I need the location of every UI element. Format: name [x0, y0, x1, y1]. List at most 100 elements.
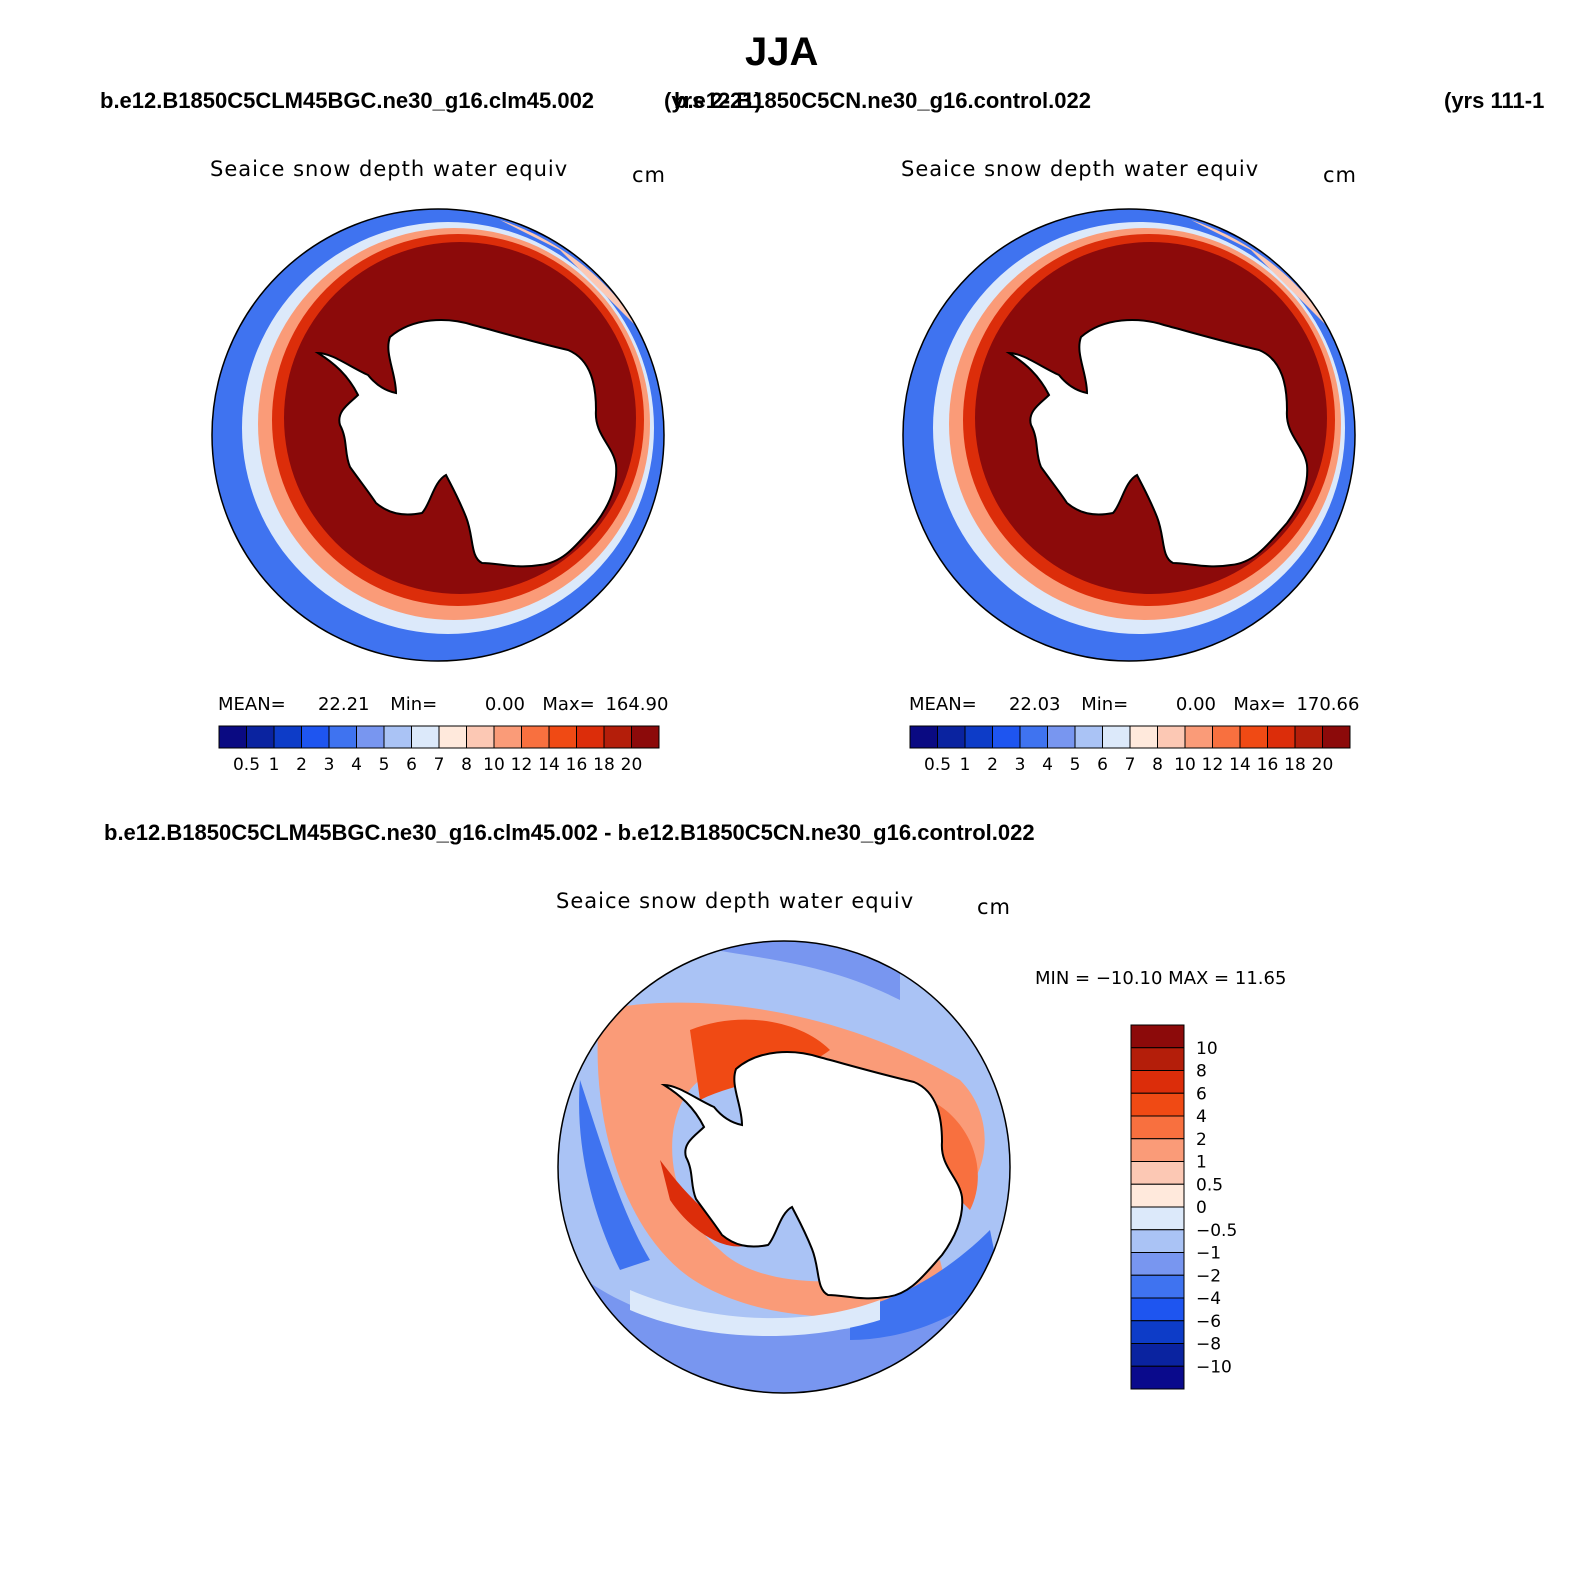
- panel3-colorbar-swatch: [1130, 1206, 1185, 1231]
- panel3-colorbar-tick-label: 4: [1196, 1107, 1207, 1127]
- panel1-max-label: Max=: [542, 694, 595, 715]
- panel3-negative-north: [690, 941, 900, 1000]
- panel3-colorbar-tick-label: −10: [1196, 1357, 1232, 1377]
- panel3-near-zero: [630, 1290, 880, 1337]
- panel1-colorbar-tick-label: 5: [379, 755, 390, 775]
- panel1-colorbar-swatch: [438, 725, 467, 749]
- panel1-colorbar-tick-label: 20: [621, 755, 643, 775]
- panel3-colorbar-swatch: [1130, 1024, 1185, 1049]
- panel3-colorbar-tick-label: −2: [1196, 1266, 1221, 1286]
- panel1-colorbar-tick-label: 18: [593, 755, 615, 775]
- panel2-colorbar-swatch: [1074, 725, 1103, 749]
- panel2-max-label: Max=: [1233, 694, 1286, 715]
- panel1-colorbar-swatch: [548, 725, 577, 749]
- panel3-colorbar-swatch: [1130, 1138, 1185, 1162]
- panel2-frame: [902, 208, 1356, 662]
- panel3-colorbar-swatch: [1130, 1070, 1185, 1094]
- panel2-colorbar-tick-label: 18: [1284, 755, 1306, 775]
- years-right: (yrs 111-1: [1444, 88, 1545, 113]
- panel3-colorbar-tick-label: 6: [1196, 1084, 1207, 1104]
- case-name-right: b.e12.B1850C5CN.ne30_g16.control.022: [674, 88, 1091, 113]
- panel2-colorbar-tick-label: 2: [987, 755, 998, 775]
- panel2-colorbar-tick-label: 16: [1257, 755, 1279, 775]
- panel2-colorbar-swatch: [1267, 725, 1296, 749]
- panel3-colorbar-swatch: [1130, 1115, 1185, 1140]
- panel1-colorbar-tick-label: 7: [434, 755, 445, 775]
- panel3-colorbar-swatch: [1130, 1047, 1185, 1071]
- panel1-colorbar-swatch: [273, 725, 302, 749]
- panel2-colorbar-swatch: [1212, 725, 1241, 749]
- panel3-colorbar-tick-label: 2: [1196, 1130, 1207, 1150]
- panel2-colorbar-tick-label: 6: [1097, 755, 1108, 775]
- panel2-colorbar-swatch: [1047, 725, 1076, 749]
- panel2-map: [902, 208, 1356, 662]
- panel1-min-label: Min=: [390, 694, 438, 715]
- case-name-left: b.e12.B1850C5CLM45BGC.ne30_g16.clm45.002: [100, 88, 595, 113]
- panel1-colorbar-tick-label: 12: [511, 755, 533, 775]
- panel1-mean: 22.21: [317, 694, 370, 715]
- panel3-colorbar-tick-label: −8: [1196, 1335, 1221, 1355]
- panel3-units: cm: [977, 895, 1012, 919]
- panel3-colorbar-swatch: [1130, 1161, 1185, 1185]
- panel2-units: cm: [1323, 163, 1358, 187]
- panel2-colorbar-tick-label: 5: [1070, 755, 1081, 775]
- panel3-colorbar-swatch: [1130, 1229, 1185, 1253]
- panel1-colorbar-swatch: [356, 725, 385, 749]
- panel1-colorbar-tick-label: 2: [296, 755, 307, 775]
- panel1-colorbar-tick-label: 1: [269, 755, 280, 775]
- panel2-colorbar-tick-label: 3: [1015, 755, 1026, 775]
- panel1-colorbar-tick-label: 10: [483, 755, 505, 775]
- panel3-colorbar-tick-label: 10: [1196, 1039, 1218, 1059]
- panel2-colorbar-swatch: [1294, 725, 1323, 749]
- panel1-colorbar-swatch: [246, 725, 275, 749]
- panel2-mean-label: MEAN=: [909, 694, 977, 715]
- panel3-colorbar-swatch: [1130, 1252, 1185, 1276]
- panel3-colorbar-swatch: [1130, 1365, 1185, 1390]
- panel2-colorbar-swatch: [964, 725, 993, 749]
- panel3-colorbar-tick-label: 8: [1196, 1062, 1207, 1082]
- panel3-colorbar-tick-label: 0: [1196, 1198, 1207, 1218]
- panel1-colorbar-swatch: [466, 725, 495, 749]
- panel1-map: [211, 208, 665, 662]
- panel1-colorbar-tick-label: 0.5: [233, 755, 260, 775]
- panel1-colorbar: 0.5 1 2 3 4 5 6 7 8 10 12 14 16 18 20: [218, 725, 660, 775]
- panel3-colorbar: 10 86 4 2 10.5 0 −0.5 −1−2 −4 −6 −8−10: [1130, 1024, 1237, 1390]
- panel3-colorbar-tick-label: −6: [1196, 1312, 1221, 1332]
- panel3-colorbar-tick-label: 1: [1196, 1153, 1207, 1173]
- panel3-colorbar-swatch: [1130, 1320, 1185, 1344]
- panel2-colorbar: 0.5 1 2 3 4 5 6 7 8 10 12 14 16 18 20: [909, 725, 1351, 775]
- panel1-colorbar-tick-label: 8: [461, 755, 472, 775]
- panel1-stats: MEAN= 22.21 Min= 0.00 Max= 164.90: [218, 694, 668, 715]
- panel3-colorbar-swatch: [1130, 1092, 1185, 1117]
- difference-title: b.e12.B1850C5CLM45BGC.ne30_g16.clm45.002…: [104, 820, 1035, 845]
- panel1-colorbar-swatch: [576, 725, 605, 749]
- panel1-colorbar-swatch: [328, 725, 357, 749]
- panel3-colorbar-tick-label: −1: [1196, 1244, 1221, 1264]
- panel1-colorbar-swatch: [411, 725, 440, 749]
- panel2-colorbar-swatch: [992, 725, 1021, 749]
- page-title: JJA: [745, 30, 819, 74]
- panel3-negative-west: [579, 1080, 650, 1270]
- panel2-colorbar-swatch: [1019, 725, 1048, 749]
- panel2-colorbar-tick-label: 1: [960, 755, 971, 775]
- panel2-title: Seaice snow depth water equiv: [901, 157, 1260, 181]
- panel2-colorbar-swatch: [1102, 725, 1131, 749]
- panel2-colorbar-tick-label: 0.5: [924, 755, 951, 775]
- panel3-negative-se: [850, 1230, 1000, 1340]
- panel2-colorbar-swatch: [1129, 725, 1158, 749]
- panel2-colorbar-swatch: [1184, 725, 1213, 749]
- panel3-colorbar-swatch: [1130, 1183, 1185, 1208]
- panel1-colorbar-swatch: [383, 725, 412, 749]
- panel2-mean: 22.03: [1008, 694, 1061, 715]
- panel2-colorbar-tick-label: 10: [1174, 755, 1196, 775]
- panel2-colorbar-swatch: [1157, 725, 1186, 749]
- panel3-colorbar-swatch: [1130, 1297, 1185, 1322]
- panel2-colorbar-tick-label: 12: [1202, 755, 1224, 775]
- panel1-colorbar-tick-label: 4: [351, 755, 362, 775]
- panel2-colorbar-tick-label: 4: [1042, 755, 1053, 775]
- panel2-colorbar-tick-label: 14: [1229, 755, 1251, 775]
- panel1-colorbar-tick-label: 6: [406, 755, 417, 775]
- panel1-colorbar-swatch: [301, 725, 330, 749]
- panel3-minmax: MIN = −10.10 MAX = 11.65: [1035, 968, 1287, 989]
